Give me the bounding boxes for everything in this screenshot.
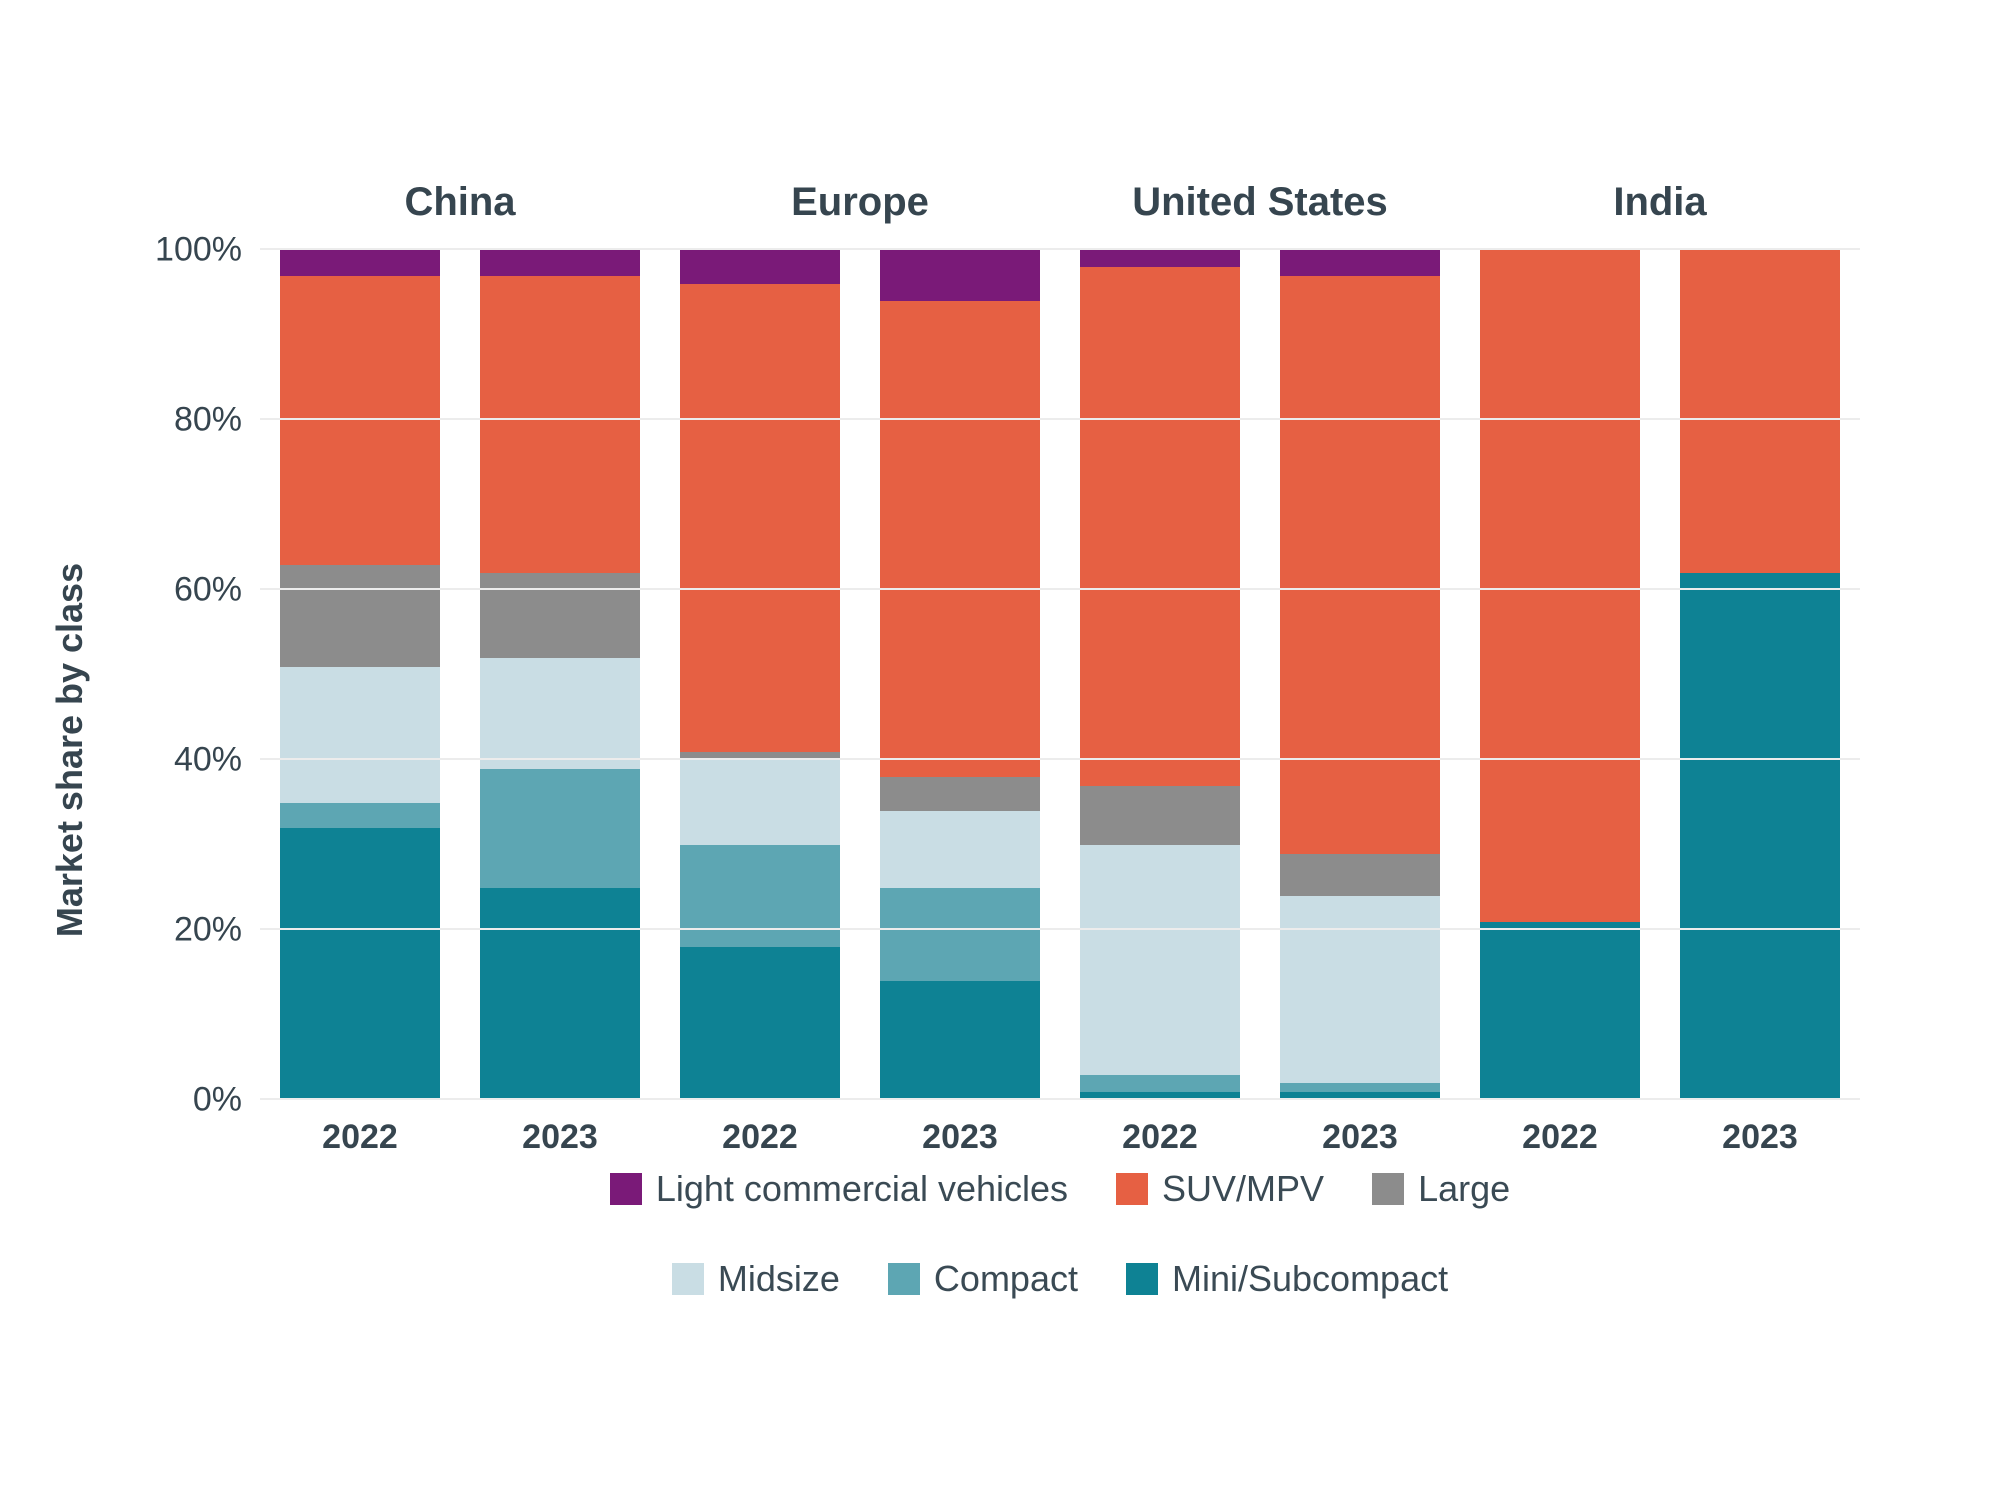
bar-segment-midsize bbox=[880, 811, 1040, 888]
bar-segment-lcv bbox=[880, 250, 1040, 301]
bar-group: China20222023 bbox=[260, 250, 660, 1100]
y-tick-label: 60% bbox=[174, 571, 242, 610]
group-title: United States bbox=[1060, 180, 1460, 225]
legend-item: Mini/Subcompact bbox=[1126, 1258, 1448, 1300]
legend: Light commercial vehicles SUV/MPV Large Mid… bbox=[260, 1168, 1860, 1300]
bar-segment-compact bbox=[680, 845, 840, 947]
group-title: India bbox=[1460, 180, 1860, 225]
gridline bbox=[260, 588, 1860, 590]
bar: 2023 bbox=[1680, 250, 1840, 1100]
legend-label: Large bbox=[1418, 1168, 1510, 1210]
bar-segment-large bbox=[1280, 854, 1440, 897]
x-tick-label: 2023 bbox=[1722, 1118, 1798, 1157]
bar-segment-midsize bbox=[1080, 845, 1240, 1075]
bar-segment-lcv bbox=[480, 250, 640, 276]
legend-swatch bbox=[888, 1263, 920, 1295]
bar-segment-large bbox=[880, 777, 1040, 811]
legend-item: Midsize bbox=[672, 1258, 840, 1300]
legend-label: Mini/Subcompact bbox=[1172, 1258, 1448, 1300]
gridline bbox=[260, 1098, 1860, 1100]
y-axis-title: Market share by class bbox=[49, 563, 91, 937]
bar-segment-lcv bbox=[280, 250, 440, 276]
bar-segment-mini bbox=[1480, 922, 1640, 1101]
legend-swatch bbox=[672, 1263, 704, 1295]
legend-swatch bbox=[610, 1173, 642, 1205]
x-tick-label: 2022 bbox=[1522, 1118, 1598, 1157]
bar: 2022 bbox=[1480, 250, 1640, 1100]
bar-group: India20222023 bbox=[1460, 250, 1860, 1100]
bar-segment-mini bbox=[280, 828, 440, 1100]
gridline bbox=[260, 248, 1860, 250]
legend-item: SUV/MPV bbox=[1116, 1168, 1324, 1210]
bar-segment-suv bbox=[1280, 276, 1440, 854]
y-tick-label: 40% bbox=[174, 741, 242, 780]
bar-groups: China20222023Europe20222023United States… bbox=[260, 250, 1860, 1100]
legend-label: Midsize bbox=[718, 1258, 840, 1300]
bar-segment-suv bbox=[1480, 250, 1640, 922]
plot-area: China20222023Europe20222023United States… bbox=[260, 250, 1860, 1100]
bar-segment-mini bbox=[680, 947, 840, 1100]
bar: 2023 bbox=[480, 250, 640, 1100]
legend-label: SUV/MPV bbox=[1162, 1168, 1324, 1210]
bar-segment-mini bbox=[480, 888, 640, 1101]
y-tick-label: 80% bbox=[174, 401, 242, 440]
legend-swatch bbox=[1116, 1173, 1148, 1205]
x-tick-label: 2022 bbox=[1122, 1118, 1198, 1157]
gridline bbox=[260, 928, 1860, 930]
bar-segment-large bbox=[480, 573, 640, 658]
legend-item: Light commercial vehicles bbox=[610, 1168, 1068, 1210]
legend-item: Large bbox=[1372, 1168, 1510, 1210]
bar-group: United States20222023 bbox=[1060, 250, 1460, 1100]
y-tick-label: 20% bbox=[174, 911, 242, 950]
bar-segment-large bbox=[1080, 786, 1240, 846]
stacked-bar-chart: Market share by class China20222023Europ… bbox=[0, 0, 2000, 1500]
x-tick-label: 2023 bbox=[922, 1118, 998, 1157]
legend-item: Compact bbox=[888, 1258, 1078, 1300]
bar-segment-suv bbox=[1680, 250, 1840, 573]
bar: 2022 bbox=[680, 250, 840, 1100]
bar-segment-suv bbox=[480, 276, 640, 574]
gridline bbox=[260, 758, 1860, 760]
x-tick-label: 2023 bbox=[522, 1118, 598, 1157]
bar-segment-suv bbox=[280, 276, 440, 565]
bar: 2023 bbox=[1280, 250, 1440, 1100]
bar-segment-midsize bbox=[480, 658, 640, 769]
bar: 2022 bbox=[280, 250, 440, 1100]
bar-segment-mini bbox=[1680, 573, 1840, 1100]
y-tick-label: 0% bbox=[193, 1081, 242, 1120]
group-title: China bbox=[260, 180, 660, 225]
x-tick-label: 2022 bbox=[722, 1118, 798, 1157]
y-tick-label: 100% bbox=[155, 231, 242, 270]
bar: 2023 bbox=[880, 250, 1040, 1100]
bar-segment-compact bbox=[880, 888, 1040, 982]
bar-segment-compact bbox=[280, 803, 440, 829]
bar-segment-compact bbox=[480, 769, 640, 888]
legend-swatch bbox=[1372, 1173, 1404, 1205]
bar-segment-midsize bbox=[280, 667, 440, 803]
bar-segment-suv bbox=[1080, 267, 1240, 786]
bar-segment-suv bbox=[880, 301, 1040, 777]
bar-segment-lcv bbox=[1080, 250, 1240, 267]
bar-segment-compact bbox=[1280, 1083, 1440, 1092]
bar-segment-midsize bbox=[1280, 896, 1440, 1083]
gridline bbox=[260, 418, 1860, 420]
bar-group: Europe20222023 bbox=[660, 250, 1060, 1100]
bar-segment-compact bbox=[1080, 1075, 1240, 1092]
bar-segment-mini bbox=[880, 981, 1040, 1100]
x-tick-label: 2022 bbox=[322, 1118, 398, 1157]
bar-segment-lcv bbox=[1280, 250, 1440, 276]
legend-label: Light commercial vehicles bbox=[656, 1168, 1068, 1210]
bar-segment-large bbox=[280, 565, 440, 667]
group-title: Europe bbox=[660, 180, 1060, 225]
bar-segment-midsize bbox=[680, 760, 840, 845]
bar-segment-suv bbox=[680, 284, 840, 752]
bar: 2022 bbox=[1080, 250, 1240, 1100]
x-tick-label: 2023 bbox=[1322, 1118, 1398, 1157]
bar-segment-lcv bbox=[680, 250, 840, 284]
legend-label: Compact bbox=[934, 1258, 1078, 1300]
legend-swatch bbox=[1126, 1263, 1158, 1295]
